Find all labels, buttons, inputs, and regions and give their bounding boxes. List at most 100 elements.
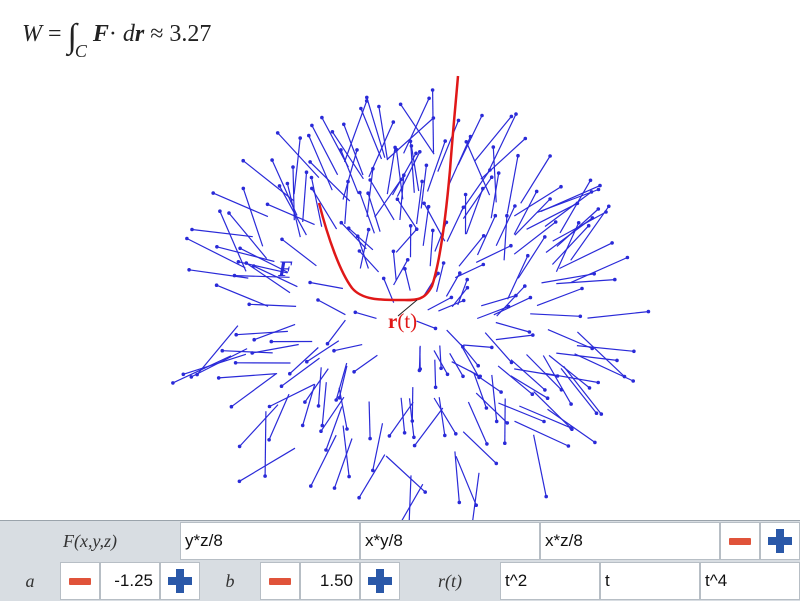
field-vector-head bbox=[366, 191, 370, 195]
field-vector bbox=[341, 223, 366, 249]
field-vector bbox=[478, 216, 496, 255]
field-vector-head bbox=[482, 234, 486, 238]
a-decrement-button[interactable] bbox=[60, 562, 100, 600]
field-vector-head bbox=[523, 284, 527, 288]
field-vector bbox=[343, 150, 357, 200]
b-value-input[interactable]: 1.50 bbox=[300, 562, 360, 600]
field-vector-head bbox=[305, 360, 309, 364]
field-vector-head bbox=[415, 227, 419, 231]
field-vector-head bbox=[513, 204, 517, 208]
field-vector-head bbox=[434, 327, 438, 331]
zoom-in-button[interactable] bbox=[760, 522, 800, 560]
b-increment-button[interactable] bbox=[360, 562, 400, 600]
field-vector-head bbox=[597, 207, 601, 211]
field-vector-head bbox=[597, 188, 601, 192]
field-vector bbox=[243, 188, 262, 246]
field-row: F(x,y,z) y*z/8 x*y/8 x*z/8 bbox=[0, 521, 800, 561]
field-vector-head bbox=[427, 205, 431, 209]
field-vector-head bbox=[434, 386, 438, 390]
field-vector-head bbox=[569, 402, 573, 406]
field-vector bbox=[588, 312, 649, 319]
field-vector-head bbox=[298, 136, 302, 140]
field-vector bbox=[435, 360, 436, 388]
field-vector-head bbox=[238, 247, 242, 251]
field-vector-head bbox=[307, 134, 311, 138]
curve-z-input[interactable]: t^4 bbox=[700, 562, 800, 600]
field-vector-head bbox=[377, 105, 381, 109]
field-vector-head bbox=[554, 220, 558, 224]
field-vector bbox=[577, 332, 624, 377]
field-vector bbox=[335, 439, 353, 489]
minus-icon bbox=[729, 538, 751, 545]
field-vector-head bbox=[250, 351, 254, 355]
field-vector bbox=[405, 269, 410, 291]
field-z-input[interactable]: x*z/8 bbox=[540, 522, 720, 560]
field-vector bbox=[450, 353, 463, 376]
field-vector-head bbox=[481, 187, 485, 191]
field-vector-head bbox=[301, 424, 305, 428]
field-vector bbox=[433, 90, 434, 153]
field-vector bbox=[389, 402, 413, 436]
a-increment-button[interactable] bbox=[160, 562, 200, 600]
field-vector-head bbox=[396, 197, 400, 201]
field-vector bbox=[370, 180, 394, 220]
field-vector bbox=[461, 170, 490, 212]
field-vector bbox=[318, 300, 345, 315]
field-vector-head bbox=[230, 405, 234, 409]
b-decrement-button[interactable] bbox=[260, 562, 300, 600]
field-vector-head bbox=[418, 367, 422, 371]
plot-canvas[interactable]: W = ∫CF· dr ≈ 3.27 F r(t) bbox=[0, 0, 800, 520]
field-vector-head bbox=[310, 176, 314, 180]
field-vector-head bbox=[340, 221, 344, 225]
field-vector bbox=[332, 132, 363, 179]
field-vector bbox=[518, 237, 545, 278]
field-vector-head bbox=[368, 437, 372, 441]
field-vector-head bbox=[418, 150, 422, 154]
field-vector bbox=[447, 207, 463, 241]
field-vector-head bbox=[503, 441, 507, 445]
field-vector-head bbox=[247, 303, 251, 307]
curve-x-input[interactable]: t^2 bbox=[500, 562, 600, 600]
field-vector-head bbox=[495, 462, 499, 466]
plus-icon bbox=[168, 569, 192, 593]
field-vector-head bbox=[569, 426, 573, 430]
field-vector-head bbox=[234, 361, 238, 365]
a-value-input[interactable]: -1.25 bbox=[100, 562, 160, 600]
vector-field-plot[interactable] bbox=[0, 0, 800, 520]
field-vector-head bbox=[580, 287, 584, 291]
field-vector-head bbox=[367, 228, 371, 232]
field-vector-head bbox=[450, 296, 454, 300]
field-y-input[interactable]: x*y/8 bbox=[360, 522, 540, 560]
field-vector bbox=[452, 362, 481, 377]
field-vector-head bbox=[185, 237, 189, 241]
field-vector bbox=[240, 405, 278, 447]
field-vector-head bbox=[221, 349, 225, 353]
field-vector-head bbox=[631, 379, 635, 383]
field-vector bbox=[219, 374, 277, 378]
field-vector-head bbox=[546, 396, 550, 400]
field-vector bbox=[412, 387, 413, 421]
field-vector-head bbox=[474, 503, 478, 507]
zoom-out-button[interactable] bbox=[720, 522, 760, 560]
field-x-input[interactable]: y*z/8 bbox=[180, 522, 360, 560]
field-vector-head bbox=[482, 263, 486, 267]
field-vector bbox=[369, 402, 370, 439]
field-vector-head bbox=[409, 224, 413, 228]
field-vector-head bbox=[268, 405, 272, 409]
curve-function-label: r(t) bbox=[400, 561, 500, 601]
field-vector bbox=[508, 256, 528, 300]
curve-y-input[interactable]: t bbox=[600, 562, 700, 600]
field-vector bbox=[417, 181, 423, 224]
field-vector-head bbox=[485, 442, 489, 446]
field-vector bbox=[492, 375, 497, 422]
field-vector bbox=[189, 270, 248, 278]
field-vector-head bbox=[263, 474, 267, 478]
field-vector bbox=[354, 355, 377, 372]
field-vector-head bbox=[514, 294, 518, 298]
field-vector bbox=[387, 147, 395, 194]
field-vector bbox=[530, 314, 580, 317]
field-vector-head bbox=[227, 211, 231, 215]
field-vector-head bbox=[477, 376, 481, 380]
field-vector-head bbox=[443, 139, 447, 143]
field-vector bbox=[417, 321, 436, 328]
